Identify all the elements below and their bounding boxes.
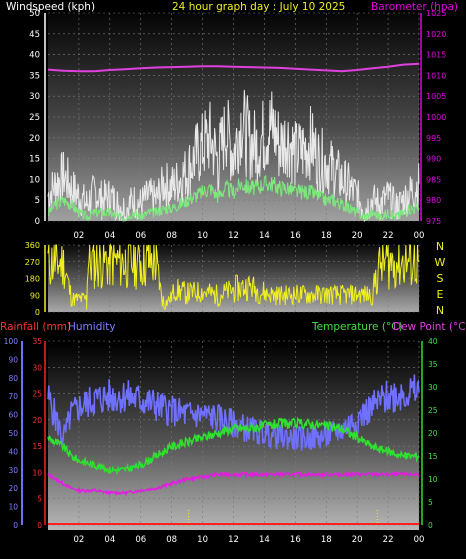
direction-x-tick-label: 14 [259,231,270,241]
barometer-tick-label: 1020 [426,30,446,39]
humidity-tick-label: 50 [8,429,18,438]
barometer-tick-label: 1005 [426,92,446,101]
wind-tick-label: 25 [29,113,40,123]
direction-x-tick-label: 20 [352,231,363,241]
direction-x-tick-label: 18 [321,231,332,241]
barometer-series [47,62,420,73]
humidity-tick-label: 100 [4,337,19,346]
barometer-tick-label: 985 [426,175,441,184]
climate-x-tick-label: 20 [352,535,363,545]
direction-x-tick-label: 04 [104,231,115,241]
direction-tick-label: 180 [25,275,40,284]
direction-x-tick-label: 10 [197,231,208,241]
climate-x-tick-label: 16 [290,535,301,545]
wind-direction-series [47,243,420,310]
humidity-tick-label: 20 [8,484,18,493]
wind-tick-label: 40 [29,51,40,61]
wind-tick-label: 20 [29,134,40,144]
direction-x-tick-label: 00 [414,231,425,241]
direction-tick-label: 360 [25,241,40,250]
rain-tick-label: 10 [32,468,42,477]
humidity-tick-label: 0 [13,521,18,530]
wind-average-series [47,174,420,223]
humidity-tick-label: 80 [8,374,18,383]
wind-tick-label: 15 [29,155,40,165]
temperature-tick-label: 15 [428,452,438,461]
compass-label: S [437,272,444,285]
chart-title: 24 hour graph day : July 10 2025 [172,1,345,13]
direction-x-tick-label: 08 [166,231,177,241]
humidity-tick-label: 60 [8,411,18,420]
humidity-tick-label: 90 [8,355,18,364]
climate-x-tick-label: 06 [135,535,146,545]
compass-label: E [437,288,444,301]
temperature-tick-label: 35 [428,360,438,369]
climate-x-tick-label: 18 [321,535,332,545]
barometer-tick-label: 1025 [426,9,446,18]
climate-x-tick-label: 08 [166,535,177,545]
climate-x-tick-label: 02 [74,535,85,545]
climate-x-tick-label: 22 [383,535,394,545]
climate-x-tick-label: 04 [104,535,115,545]
temperature-tick-label: 5 [428,498,433,507]
temperature-axis-title: Temperature (°C) [311,321,403,333]
humidity-tick-label: 40 [8,447,18,456]
temperature-tick-label: 30 [428,383,438,392]
temperature-tick-label: 0 [428,521,433,530]
rain-tick-label: 0 [37,521,42,530]
rain-tick-label: 25 [32,390,42,399]
rain-tick-label: 20 [32,416,42,425]
humidity-axis-title: Humidity [68,321,116,333]
direction-tick-label: 270 [25,258,40,267]
rain-tick-label: 35 [32,337,42,346]
climate-x-tick-label: 00 [414,535,425,545]
wind-tick-label: 5 [35,196,40,206]
dewpoint-series [47,470,420,497]
wind-tick-label: 0 [35,217,40,227]
rain-tick-label: 5 [37,495,42,504]
barometer-tick-label: 1010 [426,71,446,80]
compass-label: N [436,304,444,317]
climate-x-tick-label: 14 [259,535,270,545]
barometer-tick-label: 980 [426,196,441,205]
barometer-tick-label: 1015 [426,51,446,60]
barometer-tick-label: 1000 [426,113,446,122]
temperature-tick-label: 10 [428,475,438,484]
compass-label: W [435,256,446,269]
rain-tick-label: 30 [32,363,42,372]
humidity-tick-label: 70 [8,392,18,401]
temperature-tick-label: 25 [428,406,438,415]
wind-axis-title: Windspeed (kph) [6,1,95,13]
rain-tick-label: 15 [32,442,42,451]
wind-tick-label: 50 [29,9,40,19]
temperature-tick-label: 20 [428,429,438,438]
barometer-tick-label: 975 [426,217,441,226]
direction-x-tick-label: 12 [228,231,239,241]
direction-x-tick-label: 16 [290,231,301,241]
dewpoint-axis-title: Dew Point (°C) [393,321,466,333]
wind-tick-label: 10 [29,175,40,185]
direction-x-tick-label: 02 [74,231,85,241]
direction-tick-label: 90 [30,291,40,300]
temperature-series [47,416,420,476]
barometer-axis-title: Barometer (hpa) [371,1,458,13]
rain-axis-title: Rainfall (mm) [0,321,71,333]
climate-x-tick-label: 12 [228,535,239,545]
wind-tick-label: 35 [29,71,40,81]
wind-tick-label: 45 [29,30,40,40]
humidity-tick-label: 10 [8,503,18,512]
direction-tick-label: 0 [35,308,40,317]
barometer-tick-label: 990 [426,155,441,164]
direction-x-tick-label: 06 [135,231,146,241]
humidity-tick-label: 30 [8,466,18,475]
compass-label: N [436,240,444,253]
barometer-tick-label: 995 [426,134,441,143]
temperature-tick-label: 40 [428,337,438,346]
wind-tick-label: 30 [29,92,40,102]
climate-x-tick-label: 10 [197,535,208,545]
direction-x-tick-label: 22 [383,231,394,241]
